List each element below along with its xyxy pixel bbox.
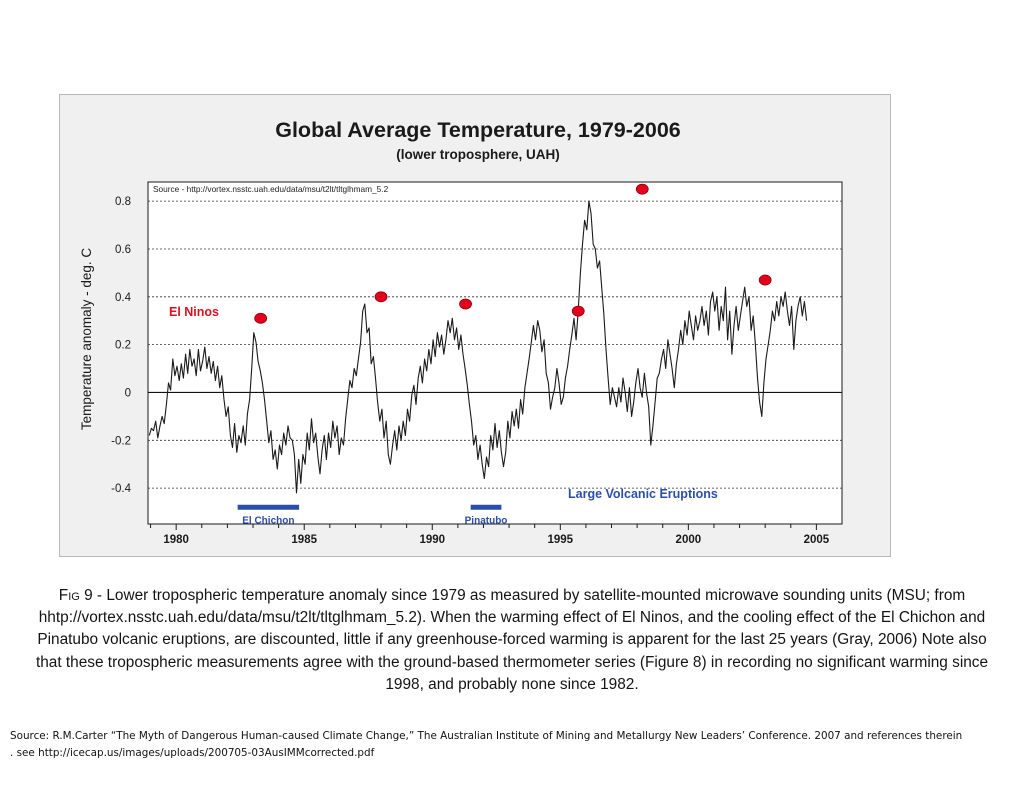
caption-line-4: that these tropospheric measurements agr… — [35, 653, 989, 671]
plot-area — [147, 181, 843, 525]
y-tick-label: 0 — [125, 387, 131, 399]
caption-line-3: Pinatubo volcanic eruptions, are discoun… — [37, 631, 987, 649]
caption-line-5: 1998, and probably none since 1982. — [385, 675, 639, 693]
el-nino-marker — [374, 291, 388, 303]
y-tick-label: 0.4 — [115, 292, 132, 304]
source-note-line-1: Source: R.M.Carter “The Myth of Dangerou… — [10, 730, 963, 742]
el-nino-marker — [459, 298, 472, 310]
y-tick-label: 0.6 — [115, 244, 131, 256]
x-tick-label: 1980 — [163, 534, 189, 546]
series-layer — [148, 200, 808, 494]
x-tick-label: 1990 — [419, 534, 445, 546]
y-tick-label: -0.2 — [111, 435, 131, 447]
caption-fig-label: Fig 9 — [58, 587, 93, 604]
el-ninos-label: El Ninos — [169, 305, 219, 319]
annotation-layer: El Ninos El Chichon Pinatubo Large Volcanic… — [169, 183, 772, 526]
axis-ticks: -0.4 -0.2 0 0.2 0.4 0.6 0.8 1980 1985 1990 1995 200… — [111, 196, 830, 546]
y-tick-label: -0.4 — [111, 483, 131, 495]
eruption-label: Pinatubo — [465, 515, 508, 526]
x-tick-label: 1985 — [291, 534, 317, 546]
chart-subtitle: (lower troposphere, UAH) — [396, 147, 560, 162]
eruption-bar — [470, 504, 502, 510]
el-nino-marker — [635, 183, 649, 195]
y-axis-label: Temperature anomaly - deg. C — [79, 248, 94, 431]
x-tick-label: 1995 — [548, 534, 574, 546]
large-volcanic-eruptions-label: Large Volcanic Eruptions — [568, 487, 718, 501]
temperature-series-line — [148, 200, 808, 494]
caption-line-1-text: - Lower tropospheric temperature anomaly… — [92, 587, 966, 604]
chart-title: Global Average Temperature, 1979-2006 — [275, 118, 681, 142]
figure-caption: Fig 9 - Lower tropospheric temperature a… — [8, 585, 1016, 696]
caption-line-1: Fig 9 - Lower tropospheric temperature a… — [8, 585, 1016, 607]
eruption-bar — [237, 504, 300, 510]
x-tick-label: 2000 — [676, 534, 702, 546]
chart-figure: Global Average Temperature, 1979-2006 (l… — [59, 94, 891, 557]
y-tick-label: 0.2 — [115, 340, 131, 352]
x-tick-label: 2005 — [804, 534, 830, 546]
caption-line-2: hhtp://vortex.nsstc.uah.edu/data/msu/t2l… — [38, 609, 986, 627]
source-note-line-2: . see http://icecap.us/images/uploads/20… — [10, 746, 375, 759]
el-nino-marker — [571, 305, 585, 317]
data-source-label: Source - http://vortex.nsstc.uah.edu/dat… — [153, 184, 389, 194]
y-tick-label: 0.8 — [115, 196, 131, 208]
source-note: Source: R.M.Carter “The Myth of Dangerou… — [10, 728, 1014, 761]
el-nino-marker — [254, 312, 268, 324]
chart-svg: Global Average Temperature, 1979-2006 (l… — [79, 118, 843, 546]
el-nino-marker — [758, 274, 772, 286]
eruption-label: El Chichon — [242, 515, 294, 526]
